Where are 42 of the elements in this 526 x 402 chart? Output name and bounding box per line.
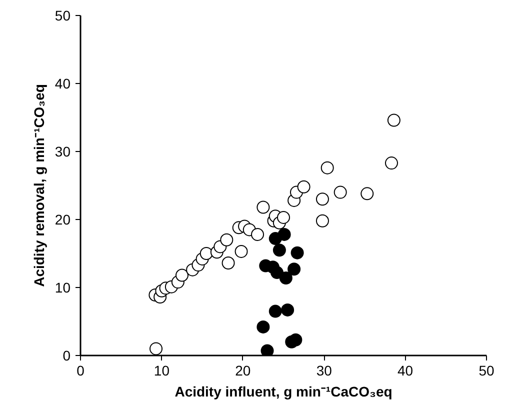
- point: [320, 161, 334, 174]
- point: [288, 262, 301, 276]
- y-tick-label: 20: [54, 212, 71, 228]
- point: [316, 214, 329, 228]
- point: [297, 180, 310, 194]
- y-tick-label: 0: [62, 348, 71, 364]
- point: [289, 333, 302, 346]
- point: [387, 114, 400, 127]
- point: [277, 210, 290, 224]
- point: [316, 192, 329, 206]
- point: [234, 244, 248, 258]
- y-tick-label: 50: [54, 8, 71, 24]
- point: [334, 186, 347, 199]
- point: [270, 266, 284, 280]
- x-axis-title: Acidity influent, g min⁻¹CaCO₃eq: [174, 384, 392, 400]
- point: [200, 247, 213, 260]
- point: [256, 320, 270, 334]
- point: [278, 228, 291, 241]
- x-tick-label: 30: [316, 362, 332, 378]
- y-tick-label: 10: [54, 280, 71, 296]
- point: [281, 303, 294, 316]
- point: [220, 233, 234, 246]
- x-tick-label: 40: [398, 362, 414, 378]
- point: [150, 342, 163, 356]
- point: [384, 156, 398, 170]
- point: [222, 256, 235, 270]
- point: [290, 246, 304, 260]
- x-tick-label: 0: [76, 362, 85, 378]
- point: [272, 244, 286, 257]
- point: [251, 228, 264, 241]
- y-axis-title: Acidity removal, g min⁻¹CO₃eq: [30, 84, 47, 287]
- y-tick-label: 30: [54, 144, 71, 160]
- point: [260, 344, 274, 356]
- point: [268, 304, 282, 318]
- point: [256, 200, 270, 214]
- point: [360, 187, 374, 200]
- point: [279, 271, 292, 284]
- point: [176, 268, 188, 282]
- x-tick-label: 10: [154, 362, 170, 378]
- x-tick-label: 50: [478, 362, 494, 378]
- y-tick-label: 40: [54, 76, 71, 92]
- x-tick-label: 20: [235, 362, 251, 378]
